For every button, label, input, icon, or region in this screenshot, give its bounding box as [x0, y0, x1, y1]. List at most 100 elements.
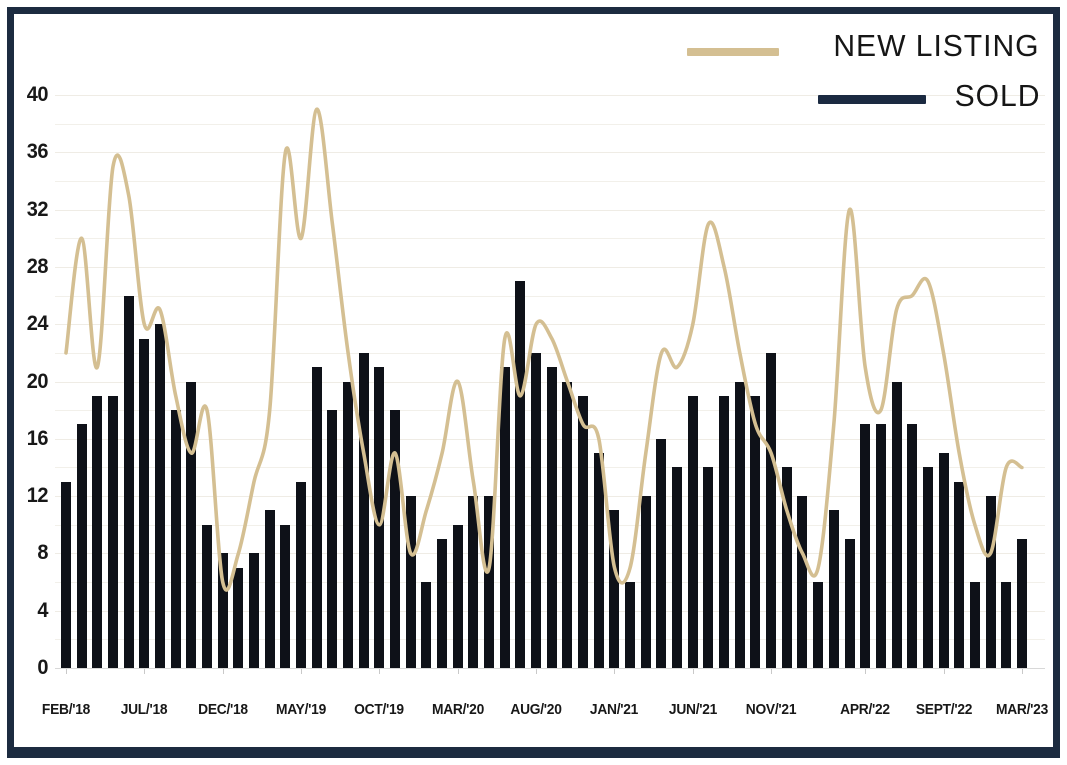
gridline-34 [55, 180, 1045, 182]
sold-bar-FEB/'18 [61, 481, 71, 668]
y-tick-label-20: 20 [26, 369, 49, 393]
x-tickmark [457, 669, 459, 674]
y-tick-label-40: 40 [26, 83, 49, 106]
x-tickmark [536, 669, 538, 674]
sold-bar-MAR/'22 [828, 510, 839, 668]
sold-bar-MAR/'19 [264, 510, 275, 668]
sold-bar-JUL/'18 [139, 338, 150, 668]
sold-bar-SEP/'20 [546, 367, 557, 668]
sold-bar-JUN/'19 [311, 367, 322, 668]
gridline-40 [55, 95, 1045, 96]
sold-bar-JAN/'22 [797, 496, 808, 668]
sold-bar-SEP/'18 [170, 410, 181, 668]
sold-bar-FEB/'21 [625, 582, 636, 668]
x-tickmark [943, 669, 945, 674]
sold-bar-JAN/'21 [609, 510, 620, 668]
sold-bar-OCT/'18 [186, 381, 197, 668]
sold-bar-APR/'22 [844, 539, 855, 668]
sold-bar-FEB/'20 [437, 539, 448, 668]
sold-bar-MAY/'19 [296, 481, 307, 668]
gridline-28 [55, 266, 1045, 268]
sold-swatch [818, 95, 926, 104]
sold-bar-SEP/'22 [922, 467, 933, 668]
sold-bar-DEC/'19 [405, 496, 416, 668]
x-tick-label-JUL/'18: JUL/'18 [121, 701, 168, 718]
sold-bar-JUN/'20 [499, 367, 510, 668]
sold-bar-AUG/'20 [531, 352, 542, 668]
sold-bar-APR/'19 [280, 524, 291, 668]
sold-bar-OCT/'19 [374, 367, 385, 668]
x-tick-label-SEPT/'22: SEPT/'22 [915, 701, 972, 718]
sold-bar-FEB/'19 [249, 553, 260, 668]
sold-bar-AUG/'18 [155, 324, 166, 668]
sold-bar-NOV/'20 [578, 395, 589, 668]
x-tick-label-OCT/'19: OCT/'19 [354, 701, 405, 718]
x-tickmark [66, 669, 67, 674]
sold-bar-JUN/'21 [687, 395, 698, 668]
gridline-22 [55, 352, 1045, 354]
sold-bar-JAN/'19 [233, 567, 244, 668]
y-tick-label-0: 0 [37, 656, 48, 679]
sold-bar-FEB/'22 [813, 582, 824, 668]
sold-bar-NOV/'21 [766, 352, 777, 668]
sold-bar-NOV/'22 [954, 481, 965, 668]
y-tick-label-8: 8 [37, 541, 48, 565]
x-tickmark [144, 669, 146, 674]
x-tick-label-FEB/'18: FEB/'18 [41, 701, 91, 718]
y-tick-label-24: 24 [26, 312, 49, 336]
x-tick-label-MAY/'19: MAY/'19 [276, 701, 327, 718]
x-tick-label-JAN/'21: JAN/'21 [590, 701, 639, 718]
sold-bar-SEP/'21 [734, 381, 745, 668]
y-tick-label-4: 4 [37, 598, 48, 622]
sold-bar-MAR/'20 [452, 524, 463, 668]
sold-bar-APR/'21 [656, 438, 667, 668]
sold-bar-JAN/'23 [985, 496, 996, 668]
sold-bar-NOV/'19 [390, 410, 401, 668]
x-tickmark [301, 669, 303, 674]
sold-bar-OCT/'21 [750, 395, 761, 668]
legend-label-sold: SOLD [954, 78, 1040, 113]
y-tick-label-16: 16 [26, 426, 49, 450]
gridline-30 [55, 238, 1045, 240]
x-tick-label-JUN/'21: JUN/'21 [668, 701, 717, 718]
x-tick-label-APR/'22: APR/'22 [840, 701, 890, 718]
x-tickmark [771, 669, 773, 674]
sold-bar-FEB/'23 [1001, 582, 1012, 668]
sold-bar-JUL/'20 [515, 281, 526, 668]
sold-bar-JUL/'19 [327, 410, 338, 668]
gridline-38 [55, 123, 1045, 125]
x-tickmark [1021, 669, 1023, 674]
new-listing-line [64, 107, 1024, 592]
sold-bar-APR/'18 [92, 395, 103, 668]
x-tickmark [222, 669, 224, 674]
x-tickmark [379, 669, 381, 674]
x-tickmark [692, 669, 694, 674]
sold-bar-DEC/'22 [969, 582, 980, 668]
x-tickmark [865, 669, 867, 674]
sold-bar-OCT/'22 [938, 453, 949, 668]
y-tick-label-28: 28 [26, 254, 49, 278]
sold-bar-JAN/'20 [421, 582, 432, 668]
gridline-26 [55, 295, 1045, 297]
sold-bar-MAY/'22 [860, 424, 871, 668]
x-tick-label-AUG/'20: AUG/'20 [510, 701, 562, 718]
y-tick-label-36: 36 [26, 140, 49, 164]
sold-bar-MAR/'18 [76, 424, 87, 668]
x-tick-label-NOV/'21: NOV/'21 [745, 701, 797, 718]
x-tick-label-MAR/'23: MAR/'23 [995, 701, 1048, 718]
sold-bar-DEC/'18 [217, 553, 228, 668]
sold-bar-DEC/'21 [781, 467, 792, 668]
sold-bar-JUL/'22 [891, 381, 902, 668]
y-tick-label-32: 32 [26, 197, 49, 221]
sold-bar-AUG/'19 [343, 381, 354, 668]
sold-bar-MAY/'21 [672, 467, 683, 668]
x-tick-label-MAR/'20: MAR/'20 [431, 701, 484, 718]
x-tick-label-DEC/'18: DEC/'18 [197, 701, 248, 718]
new-listing-swatch [687, 48, 779, 56]
gridline-24 [55, 324, 1045, 326]
sold-bar-JUN/'22 [875, 424, 886, 668]
sold-bar-NOV/'18 [202, 524, 213, 668]
sold-bar-MAR/'23 [1016, 539, 1027, 668]
